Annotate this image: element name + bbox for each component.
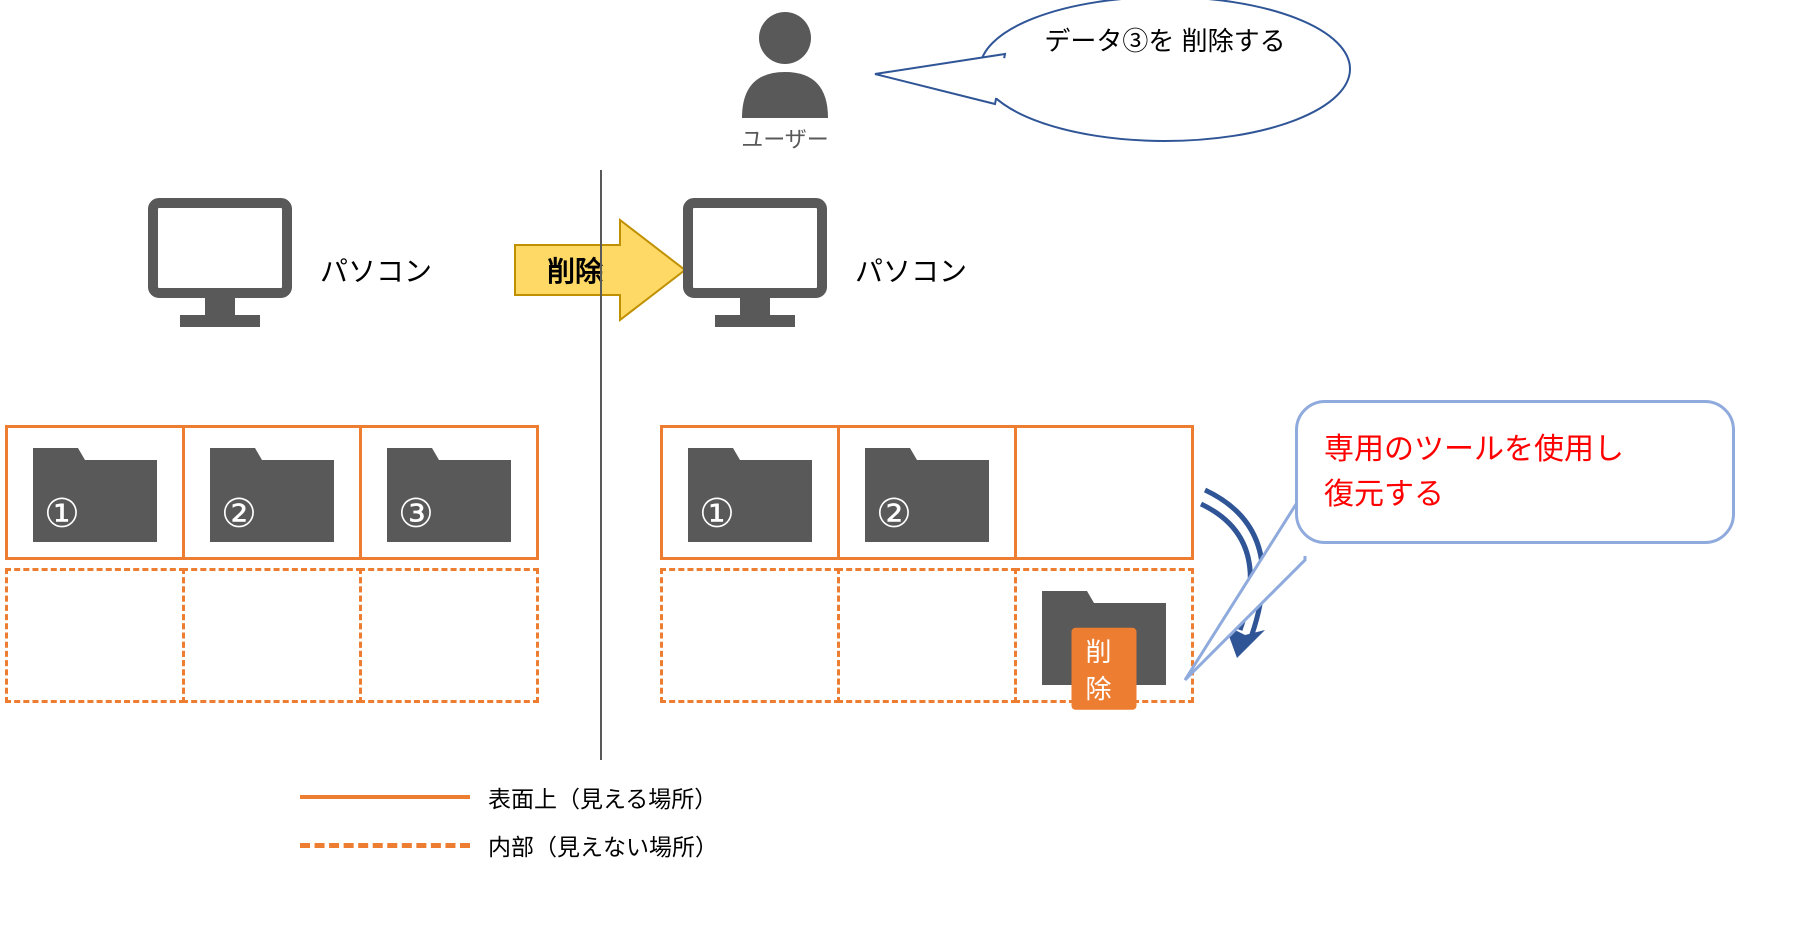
cell-before-b3 (359, 568, 539, 703)
cell-after-1: ① (660, 425, 840, 560)
cell-after-b3: 削除 (1014, 568, 1194, 703)
folder-after-2-num: ② (876, 491, 912, 537)
speech-text: データ③を 削除する (1035, 22, 1295, 61)
folder-2: ② (207, 440, 337, 545)
speech-bubble-group: データ③を 削除する (935, 0, 1355, 179)
legend-visible-label: 表面上（見える場所） (488, 780, 717, 814)
diagram-canvas: ユーザー データ③を 削除する パソコン 削除 ① (0, 0, 1803, 947)
folder-3-num: ③ (398, 491, 434, 537)
folder-2-num: ② (221, 491, 257, 537)
legend: 表面上（見える場所） 内部（見えない場所） (300, 780, 718, 862)
cell-before-3: ③ (359, 425, 539, 560)
grid-before: ① ② ③ (5, 425, 539, 703)
grid-after-top: ① ② (660, 425, 1194, 560)
callout-line1: 専用のツールを使用し (1324, 427, 1706, 472)
delete-arrow-label: 削除 (525, 215, 625, 325)
legend-hidden-label: 内部（見えない場所） (488, 828, 718, 862)
monitor-before (145, 195, 295, 340)
grid-before-top: ① ② ③ (5, 425, 539, 560)
cell-after-2: ② (837, 425, 1017, 560)
legend-solid-line (300, 795, 470, 799)
legend-dashed-line (300, 843, 470, 848)
folder-3: ③ (384, 440, 514, 545)
cell-after-3-empty (1014, 425, 1194, 560)
folder-1: ① (30, 440, 160, 545)
grid-before-bottom (5, 568, 539, 703)
folder-after-2: ② (862, 440, 992, 545)
cell-after-b1 (660, 568, 840, 703)
cell-after-b2 (837, 568, 1017, 703)
divider (600, 170, 602, 760)
cell-before-1: ① (5, 425, 185, 560)
cell-before-b2 (182, 568, 362, 703)
folder-deleted: 削除 (1039, 583, 1169, 688)
folder-after-1-num: ① (699, 491, 735, 537)
user-label: ユーザー (720, 122, 850, 154)
folder-1-num: ① (44, 491, 80, 537)
callout-box: 専用のツールを使用し 復元する (1295, 400, 1735, 544)
monitor-after-label: パソコン (855, 250, 967, 290)
callout-group: 専用のツールを使用し 復元する (1295, 400, 1735, 544)
cell-before-b1 (5, 568, 185, 703)
grid-after: ① ② 削除 (660, 425, 1194, 703)
cell-before-2: ② (182, 425, 362, 560)
user-icon: ユーザー (720, 0, 850, 120)
monitor-after (680, 195, 830, 340)
grid-after-bottom: 削除 (660, 568, 1194, 703)
deleted-tag: 削除 (1072, 627, 1137, 709)
callout-line2: 復元する (1324, 472, 1706, 517)
folder-after-1: ① (685, 440, 815, 545)
monitor-before-label: パソコン (320, 250, 432, 290)
